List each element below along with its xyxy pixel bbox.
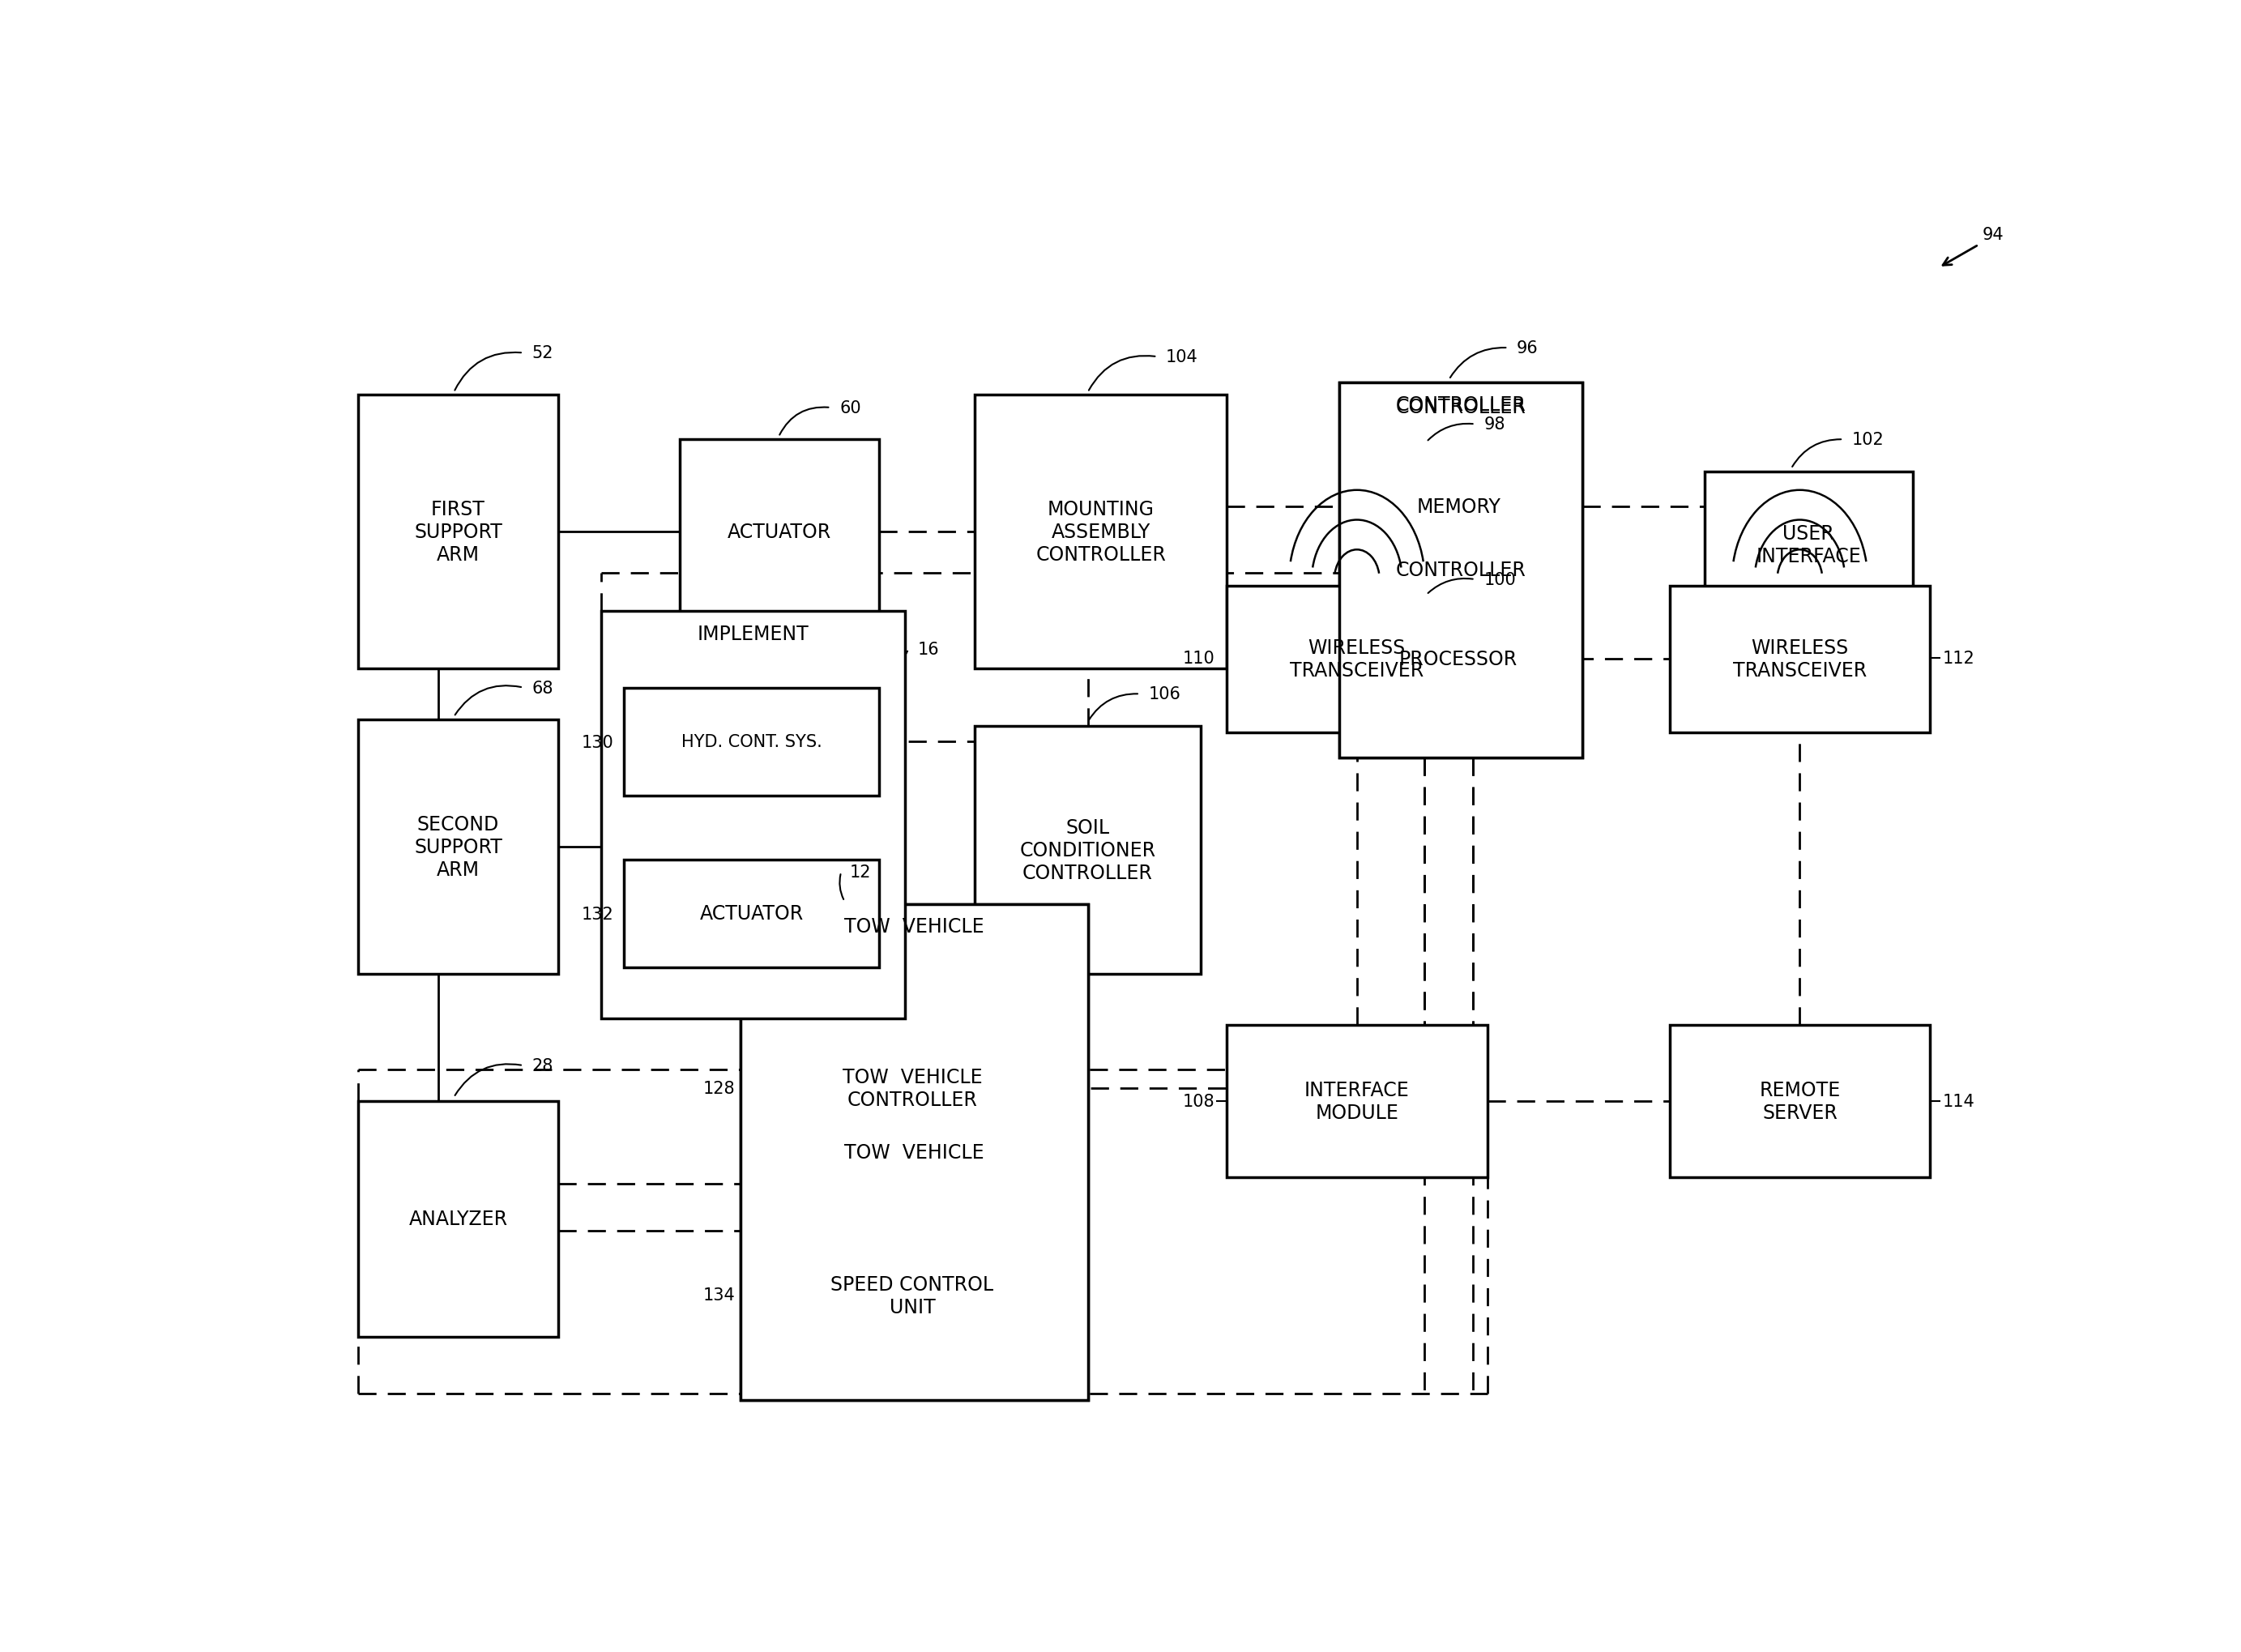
Bar xyxy=(740,904,1087,1401)
Bar xyxy=(601,611,905,1019)
FancyArrowPatch shape xyxy=(455,354,522,392)
Text: MOUNTING
ASSEMBLY
CONTROLLER: MOUNTING ASSEMBLY CONTROLLER xyxy=(1035,501,1165,565)
FancyArrowPatch shape xyxy=(1428,578,1472,593)
Bar xyxy=(740,904,1087,1401)
Text: ACTUATOR: ACTUATOR xyxy=(699,904,805,923)
FancyArrowPatch shape xyxy=(780,408,829,436)
Text: SECOND
SUPPORT
ARM: SECOND SUPPORT ARM xyxy=(415,814,502,879)
Text: HYD. CONT. SYS.: HYD. CONT. SYS. xyxy=(681,733,822,750)
Text: WIRELESS
TRANSCEIVER: WIRELESS TRANSCEIVER xyxy=(1732,638,1867,681)
Text: CONTROLLER: CONTROLLER xyxy=(1396,398,1526,418)
Text: TOW  VEHICLE: TOW VEHICLE xyxy=(845,1143,984,1161)
Bar xyxy=(975,395,1226,669)
Text: SOIL
CONDITIONER
CONTROLLER: SOIL CONDITIONER CONTROLLER xyxy=(1020,818,1156,882)
Bar xyxy=(359,720,558,975)
Text: 60: 60 xyxy=(840,400,861,416)
Bar xyxy=(762,1006,1062,1171)
Bar xyxy=(1340,383,1582,758)
Bar xyxy=(762,1222,1062,1368)
Text: TOW  VEHICLE
CONTROLLER: TOW VEHICLE CONTROLLER xyxy=(843,1067,982,1110)
Text: REMOTE
SERVER: REMOTE SERVER xyxy=(1759,1080,1840,1122)
Text: USER
INTERFACE: USER INTERFACE xyxy=(1757,524,1860,567)
Bar xyxy=(1226,1024,1488,1178)
Text: 96: 96 xyxy=(1517,340,1537,357)
Text: 128: 128 xyxy=(704,1080,735,1097)
Text: CONTROLLER: CONTROLLER xyxy=(1396,395,1526,415)
Text: 102: 102 xyxy=(1851,431,1885,448)
Bar xyxy=(1365,446,1551,567)
Text: 134: 134 xyxy=(704,1287,735,1303)
Bar xyxy=(359,395,558,669)
Bar xyxy=(679,439,878,624)
FancyArrowPatch shape xyxy=(1450,349,1506,378)
FancyArrowPatch shape xyxy=(1793,439,1840,468)
Bar xyxy=(1226,586,1488,732)
Bar xyxy=(1365,600,1551,720)
Text: ACTUATOR: ACTUATOR xyxy=(728,522,831,542)
Text: 114: 114 xyxy=(1943,1094,1974,1110)
Text: 100: 100 xyxy=(1484,572,1515,588)
Bar xyxy=(1340,383,1582,758)
Text: FIRST
SUPPORT
ARM: FIRST SUPPORT ARM xyxy=(415,501,502,565)
Text: 28: 28 xyxy=(531,1057,554,1074)
Text: 130: 130 xyxy=(580,735,614,750)
Text: 98: 98 xyxy=(1484,416,1506,433)
Text: WIRELESS
TRANSCEIVER: WIRELESS TRANSCEIVER xyxy=(1291,638,1423,681)
Text: 12: 12 xyxy=(849,864,872,881)
Text: IMPLEMENT: IMPLEMENT xyxy=(697,624,809,644)
Bar xyxy=(623,859,878,968)
Text: 132: 132 xyxy=(580,907,614,922)
Text: SPEED CONTROL
UNIT: SPEED CONTROL UNIT xyxy=(831,1274,993,1317)
Text: TOW  VEHICLE: TOW VEHICLE xyxy=(845,917,984,937)
Text: 68: 68 xyxy=(531,681,554,695)
Bar xyxy=(359,1102,558,1336)
Text: 104: 104 xyxy=(1165,349,1199,365)
Text: 94: 94 xyxy=(1981,226,2003,243)
Bar xyxy=(1670,586,1930,732)
Text: PROCESSOR: PROCESSOR xyxy=(1398,649,1517,669)
Text: 110: 110 xyxy=(1183,651,1215,667)
Bar xyxy=(1670,1024,1930,1178)
Text: ANALYZER: ANALYZER xyxy=(408,1209,509,1229)
Text: MEMORY: MEMORY xyxy=(1416,497,1501,517)
FancyArrowPatch shape xyxy=(840,874,843,900)
Text: INTERFACE
MODULE: INTERFACE MODULE xyxy=(1304,1080,1410,1122)
FancyArrowPatch shape xyxy=(455,686,522,715)
Text: 16: 16 xyxy=(917,641,939,657)
Text: 108: 108 xyxy=(1183,1094,1215,1110)
Bar xyxy=(975,727,1201,975)
Text: CONTROLLER: CONTROLLER xyxy=(1396,560,1526,580)
FancyArrowPatch shape xyxy=(455,1064,522,1095)
FancyArrowPatch shape xyxy=(1089,357,1154,392)
FancyArrowPatch shape xyxy=(1428,425,1472,441)
Bar xyxy=(1703,472,1912,618)
Text: 52: 52 xyxy=(531,345,554,362)
Text: 112: 112 xyxy=(1943,651,1974,667)
Bar xyxy=(623,687,878,796)
Text: 106: 106 xyxy=(1147,686,1181,702)
FancyArrowPatch shape xyxy=(1089,694,1138,720)
